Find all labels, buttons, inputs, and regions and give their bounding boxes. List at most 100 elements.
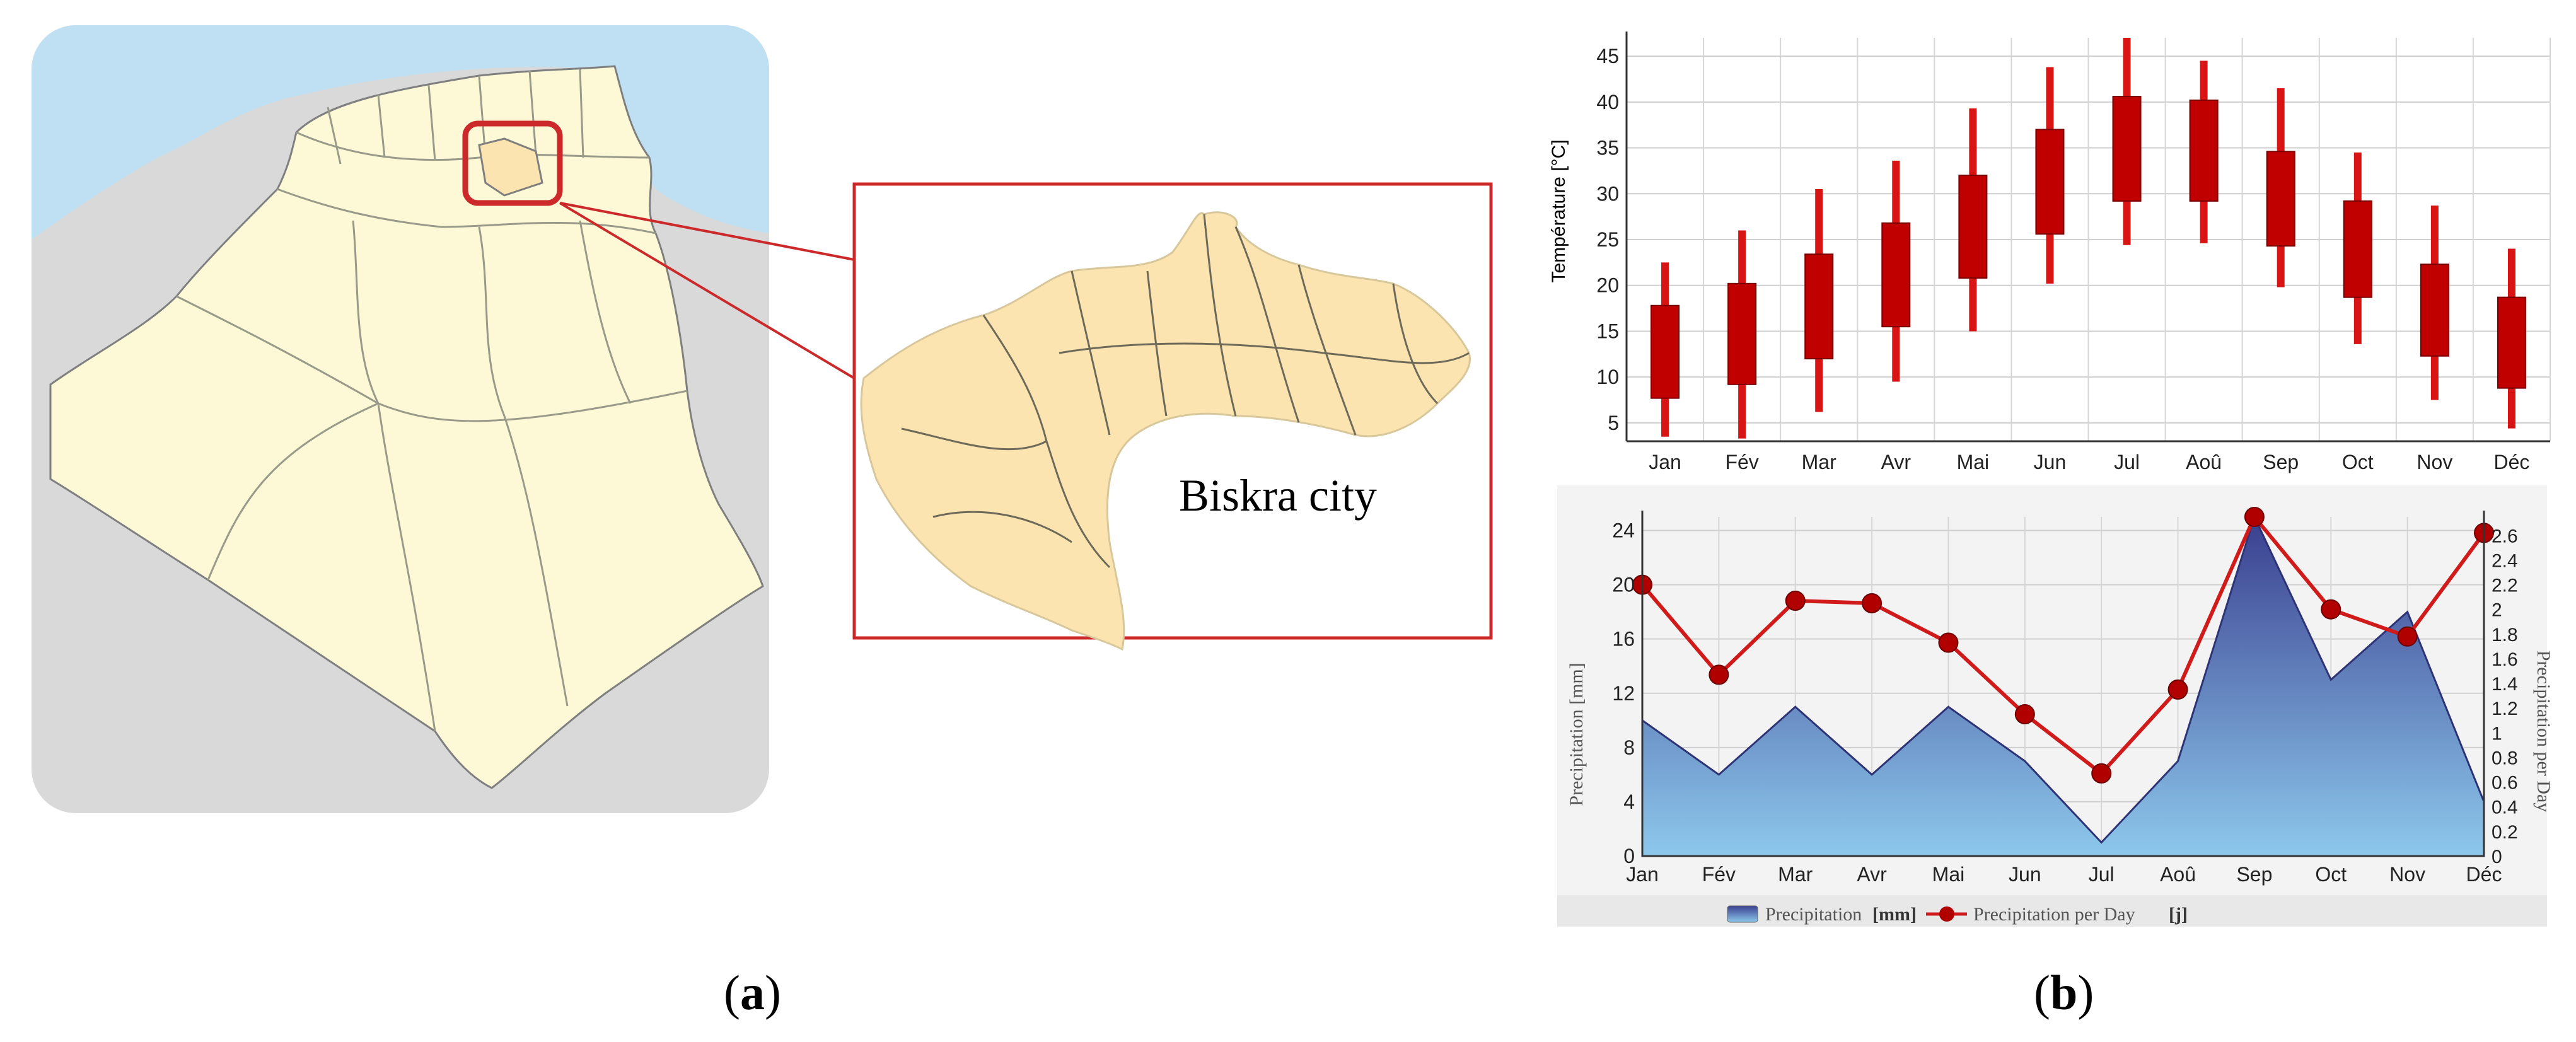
precipitation-x-tick-label: Jun: [2009, 863, 2041, 886]
precipitation-right-tick-label: 1.4: [2492, 674, 2518, 695]
precipitation-area-shape: [1641, 514, 2485, 857]
temperature-x-tick-label: Mai: [1957, 451, 1990, 473]
temperature-x-tick-label: Jul: [2114, 451, 2140, 473]
temperature-x-tick-label: Sep: [2263, 451, 2299, 473]
precipitation-legend: Precipitation [mm] Precipitation per Day…: [1557, 895, 2547, 927]
biskra-province-small: [478, 137, 543, 197]
precipitation-per-day-point: [1938, 632, 1959, 653]
legend-line-label: Precipitation per Day: [1973, 904, 2135, 925]
temperature-box: [1651, 304, 1680, 399]
precipitation-x-tick-label: Déc: [2466, 863, 2502, 886]
temperature-y-tick-label: 10: [1596, 366, 1619, 388]
precipitation-right-tick-label: 0.8: [2492, 748, 2518, 768]
climate-charts-panel: 5 10 15 20 25 30 35 40 45 Jan Fév Mar Avr Mai Jun Jul Ao…: [1538, 0, 2576, 1042]
legend-line-unit: [j]: [2169, 904, 2188, 925]
temperature-gridlines: [1626, 38, 2551, 441]
temperature-tick-labels: 5 10 15 20 25 30 35 40 45 Jan Fév Mar Avr Mai Jun Jul Ao…: [1596, 45, 2529, 473]
temperature-axes: [1625, 32, 2550, 443]
legend-line-marker: [1939, 906, 1954, 922]
precipitation-left-tick-label: 12: [1612, 682, 1635, 705]
precipitation-per-day-point: [2397, 626, 2418, 647]
temperature-y-tick-label: 40: [1596, 91, 1619, 113]
temperature-box: [2112, 96, 2142, 202]
temperature-y-axis-label: Température [°C]: [1548, 139, 1569, 282]
precipitation-per-day-point: [1785, 591, 1806, 611]
precipitation-left-tick-label: 0: [1623, 845, 1635, 867]
temperature-box: [1804, 253, 1834, 360]
precipitation-x-tick-label: Sep: [2236, 863, 2272, 886]
temperature-y-tick-label: 5: [1608, 412, 1619, 434]
precipitation-per-day-point: [2167, 679, 2188, 700]
precipitation-axes: [1641, 511, 2485, 857]
precipitation-x-tick-label: Jul: [2089, 863, 2115, 886]
temperature-box: [1958, 175, 1988, 279]
biskra-locator-box: [462, 120, 563, 206]
precipitation-left-axis-label: Precipitation [mm]: [1566, 663, 1587, 806]
precipitation-x-tick-label: Fév: [1702, 863, 1736, 886]
precipitation-left-tick-label: 4: [1623, 790, 1635, 813]
precipitation-per-day-point: [1862, 593, 1883, 613]
precipitation-x-tick-label: Oct: [2315, 863, 2347, 886]
biskra-province: [860, 211, 1471, 651]
temperature-marks: [1651, 38, 2526, 439]
temperature-x-tick-label: Déc: [2494, 451, 2530, 473]
precipitation-right-tick-label: 1.8: [2492, 625, 2518, 645]
caption-b: (b): [2034, 965, 2094, 1020]
temperature-y-tick-label: 45: [1596, 45, 1619, 67]
precipitation-per-day-point: [2091, 763, 2112, 784]
map-figure: Biskra city: [32, 25, 1493, 813]
precipitation-x-tick-label: Mar: [1778, 863, 1813, 886]
temperature-box: [2266, 151, 2295, 247]
temperature-box: [2420, 263, 2449, 357]
connector-line-bottom: [559, 202, 856, 379]
temperature-x-tick-label: Mar: [1802, 451, 1836, 473]
temperature-x-tick-label: Jun: [2034, 451, 2067, 473]
precipitation-left-tick-label: 24: [1612, 519, 1635, 542]
city-label: Biskra city: [1179, 470, 1377, 521]
legend-area-swatch: [1727, 905, 1758, 923]
caption-a: (a): [724, 965, 781, 1020]
temperature-y-tick-label: 25: [1596, 228, 1619, 251]
precipitation-x-tick-label: Nov: [2389, 863, 2425, 886]
precipitation-right-tick-label: 0.6: [2492, 773, 2518, 794]
temperature-y-tick-label: 30: [1596, 182, 1619, 205]
precipitation-left-tick-label: 16: [1612, 628, 1635, 651]
temperature-box: [2189, 99, 2219, 202]
precipitation-left-tick-label: 8: [1623, 736, 1635, 759]
temperature-box: [2343, 200, 2372, 298]
precipitation-per-day-point: [1709, 664, 1729, 685]
precipitation-right-tick-label: 2: [2492, 600, 2502, 621]
temperature-chart: 5 10 15 20 25 30 35 40 45 Jan Fév Mar Avr Mai Jun Jul Ao…: [1548, 32, 2551, 473]
legend-area-label: Precipitation: [1765, 904, 1862, 925]
temperature-x-tick-label: Fév: [1725, 451, 1758, 473]
precipitation-right-tick-label: 1.6: [2492, 649, 2518, 670]
legend-background: [1557, 895, 2547, 927]
precipitation-right-tick-label: 2.6: [2492, 526, 2518, 547]
temperature-box: [2035, 129, 2065, 235]
precipitation-per-day-line: [1632, 507, 2494, 784]
precipitation-area: [1641, 514, 2485, 857]
temperature-y-tick-label: 15: [1596, 320, 1619, 342]
precipitation-x-tick-label: Aoû: [2160, 863, 2196, 886]
precipitation-per-day-polyline: [1640, 513, 2486, 776]
precipitation-right-tick-label: 1: [2492, 723, 2502, 744]
precipitation-right-tick-label: 2.4: [2492, 550, 2518, 571]
temperature-x-tick-label: Oct: [2342, 451, 2374, 473]
temperature-x-tick-label: Nov: [2416, 451, 2452, 473]
precipitation-per-day-point: [2321, 599, 2341, 620]
precipitation-right-tick-label: 0.4: [2492, 797, 2518, 818]
temperature-x-tick-label: Avr: [1881, 451, 1912, 473]
precipitation-right-tick-label: 1.2: [2492, 698, 2518, 719]
legend-area-unit: [mm]: [1872, 904, 1917, 925]
temperature-box: [2497, 296, 2526, 389]
precipitation-x-tick-label: Mai: [1932, 863, 1965, 886]
precipitation-right-tick-label: 0.2: [2492, 822, 2518, 843]
precipitation-left-tick-label: 20: [1612, 574, 1635, 596]
algeria-map: [32, 25, 769, 813]
precipitation-per-day-point: [2244, 507, 2265, 527]
mediterranean-sea: [32, 25, 769, 240]
temperature-box: [1727, 282, 1757, 385]
precipitation-x-tick-label: Jan: [1626, 863, 1659, 886]
